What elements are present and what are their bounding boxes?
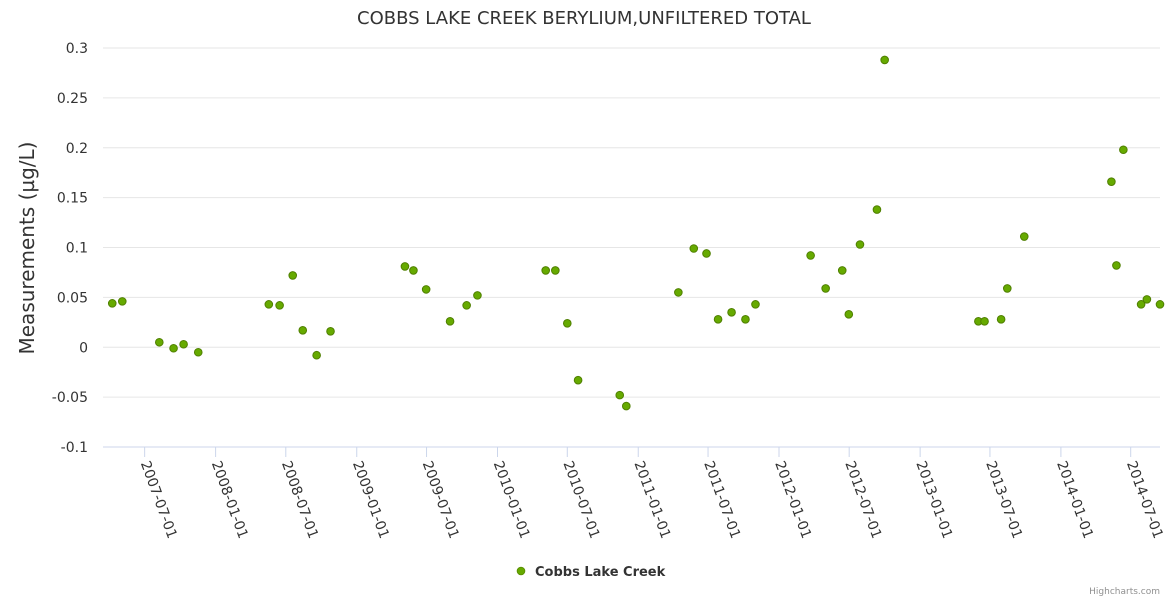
data-point[interactable] bbox=[751, 300, 760, 309]
data-point[interactable] bbox=[169, 343, 178, 353]
data-point[interactable] bbox=[312, 350, 321, 360]
data-point[interactable] bbox=[107, 299, 117, 308]
legend-marker bbox=[516, 566, 526, 576]
data-point[interactable] bbox=[117, 297, 127, 306]
data-point[interactable] bbox=[421, 285, 431, 294]
y-axis-ticks: 0.3 0.25 0.2 0.15 0.1 0.05 0 -0.05 -0.1 bbox=[52, 41, 88, 456]
data-point[interactable] bbox=[880, 55, 889, 65]
y-tick-label: 0.15 bbox=[57, 191, 88, 207]
y-tick-label: 0 bbox=[79, 340, 88, 356]
y-tick-label: 0.1 bbox=[66, 241, 88, 257]
y-tick-label: 0.25 bbox=[57, 91, 88, 107]
data-point[interactable] bbox=[264, 300, 274, 309]
data-point[interactable] bbox=[288, 271, 298, 280]
data-point[interactable] bbox=[674, 288, 683, 297]
data-point[interactable] bbox=[409, 266, 418, 275]
data-point[interactable] bbox=[980, 317, 989, 326]
y-tick-label: -0.05 bbox=[52, 390, 88, 406]
data-point[interactable] bbox=[713, 315, 723, 324]
data-point[interactable] bbox=[837, 266, 847, 275]
data-point[interactable] bbox=[1002, 284, 1012, 293]
data-point[interactable] bbox=[727, 308, 736, 317]
data-point[interactable] bbox=[1112, 261, 1121, 270]
grid-lines bbox=[103, 47, 1160, 398]
data-point[interactable] bbox=[400, 262, 410, 271]
data-point[interactable] bbox=[551, 266, 560, 275]
data-point[interactable] bbox=[872, 205, 882, 214]
data-point[interactable] bbox=[179, 339, 188, 349]
data-point[interactable] bbox=[844, 310, 854, 319]
y-tick-label: 0.05 bbox=[57, 290, 88, 306]
y-tick-label: 0.3 bbox=[66, 41, 88, 57]
data-point[interactable] bbox=[155, 337, 164, 347]
data-point[interactable] bbox=[473, 291, 482, 300]
data-point[interactable] bbox=[821, 284, 830, 293]
legend-item-cobbs-lake-creek[interactable]: Cobbs Lake Creek bbox=[535, 565, 666, 580]
y-tick-label: -0.1 bbox=[61, 440, 88, 456]
data-point[interactable] bbox=[1019, 232, 1029, 241]
data-point[interactable] bbox=[462, 301, 471, 310]
data-point[interactable] bbox=[689, 244, 699, 253]
legend[interactable]: Cobbs Lake Creek bbox=[516, 565, 666, 580]
data-point[interactable] bbox=[702, 249, 711, 258]
y-tick-label: 0.2 bbox=[66, 141, 88, 157]
data-point[interactable] bbox=[326, 326, 335, 336]
data-points bbox=[107, 55, 1165, 411]
data-point[interactable] bbox=[1136, 300, 1146, 309]
data-point[interactable] bbox=[621, 401, 631, 411]
credits-link[interactable]: Highcharts.com bbox=[1089, 587, 1160, 597]
data-point[interactable] bbox=[741, 315, 750, 324]
data-point[interactable] bbox=[298, 325, 308, 335]
data-point[interactable] bbox=[1142, 295, 1152, 304]
data-point[interactable] bbox=[855, 240, 865, 249]
chart-title: COBBS LAKE CREEK BERYLIUM,UNFILTERED TOT… bbox=[357, 8, 811, 29]
data-point[interactable] bbox=[615, 390, 625, 400]
data-point[interactable] bbox=[562, 319, 572, 328]
data-point[interactable] bbox=[445, 317, 455, 326]
data-point[interactable] bbox=[1119, 145, 1128, 155]
data-point[interactable] bbox=[806, 251, 815, 260]
data-point[interactable] bbox=[1107, 177, 1116, 186]
data-point[interactable] bbox=[573, 375, 583, 385]
data-point[interactable] bbox=[275, 301, 284, 310]
data-point[interactable] bbox=[996, 315, 1006, 324]
data-point[interactable] bbox=[193, 347, 203, 357]
y-axis-label: Measurements (µg/L) bbox=[15, 142, 39, 355]
data-point[interactable] bbox=[541, 266, 550, 275]
data-point[interactable] bbox=[1155, 300, 1165, 309]
